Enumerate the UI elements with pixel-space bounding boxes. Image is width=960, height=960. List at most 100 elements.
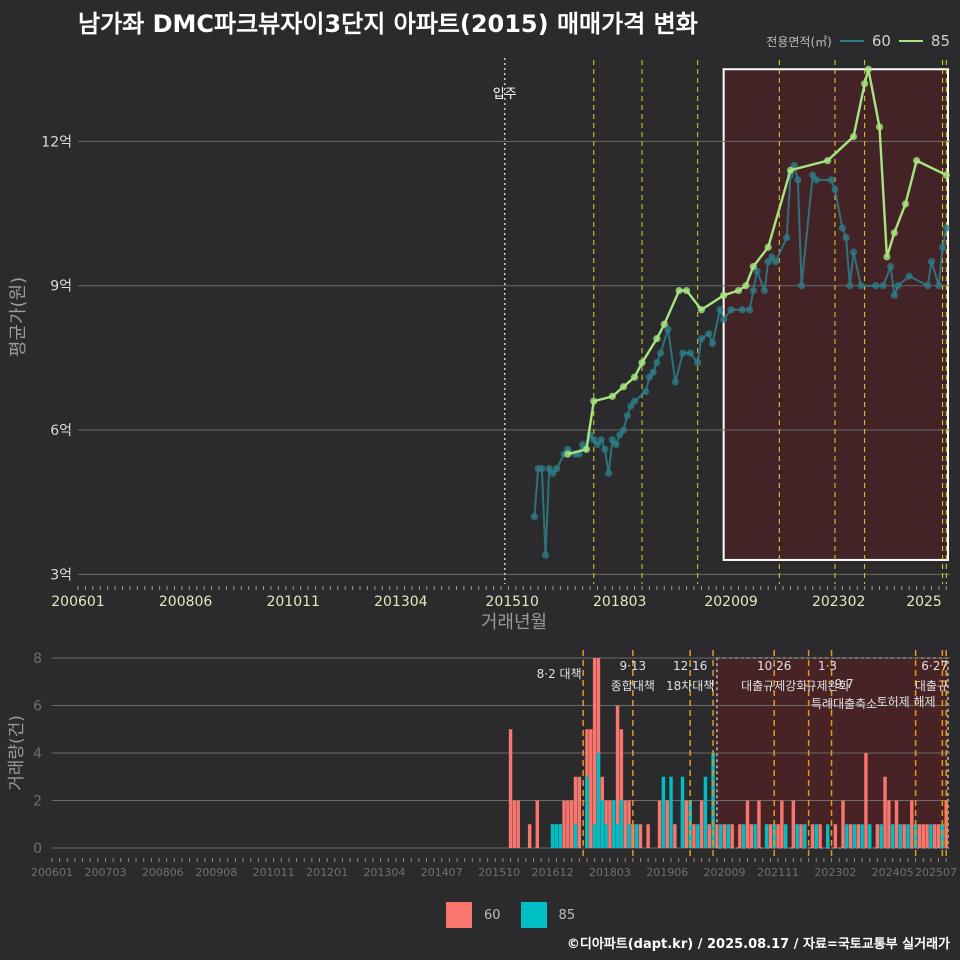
volume-bar-60 [562,800,566,848]
volume-y-tick: 4 [33,746,42,762]
volume-bar-60 [535,800,540,848]
data-point-85 [582,445,590,453]
data-point-60 [905,272,913,280]
volume-bar-85 [669,776,673,848]
volume-bar-60 [715,824,719,848]
volume-bar-85 [913,824,918,848]
volume-bar-60 [589,729,593,848]
volume-bar-60 [780,800,784,848]
volume-bar-60 [936,824,941,848]
data-point-60 [890,291,898,299]
volume-bar-85 [879,824,883,848]
x-tick-label: 202009 [704,594,757,610]
policy-annotation: 12·16 [673,659,707,673]
data-point-60 [879,282,887,290]
x-axis-title: 거래년월 [481,612,547,633]
volume-bar-60 [577,776,582,848]
data-point-60 [642,387,650,396]
data-point-85 [619,383,628,391]
policy-annotation: 9·7 [835,677,854,691]
volume-x-tick-label: 201201 [306,866,348,879]
volume-x-tick-label: 201407 [421,866,463,879]
volume-bar-60 [894,800,899,848]
data-point-60 [938,243,947,251]
legend-label-60: 60 [871,32,891,50]
volume-bar-60 [684,800,689,848]
volume-bar-60 [638,824,643,848]
policy-annotation: 18차대책 [666,678,714,693]
legend-swatch-85 [898,40,923,42]
data-point-85 [861,80,869,88]
volume-bar-60 [608,800,612,848]
volume-bar-60 [757,800,761,848]
volume-x-tick-label: 200601 [31,866,73,879]
price-line-chart: 3억 6억 9억 12억 200601 200806 201011 201304 201510 2… [8,58,950,633]
volume-bar-85 [764,824,769,848]
policy-annotation: 8·2 대책 [537,666,582,681]
volume-bar-85 [719,824,723,848]
legend-box-85 [520,902,547,928]
y-tick-label: 9억 [50,279,72,295]
volume-bar-85 [550,824,555,848]
policy-annotation: 종합대책 [611,678,655,693]
data-point-85 [675,286,683,295]
data-point-60 [857,282,865,290]
x-tick-label: 201510 [485,594,538,610]
data-point-60 [727,306,735,314]
volume-y-tick: 6 [33,699,42,715]
volume-bar-60 [722,824,727,848]
volume-bar-85 [772,824,776,848]
data-point-60 [838,224,846,232]
data-point-60 [942,224,950,232]
volume-bar-60 [516,800,520,848]
volume-bar-60 [883,776,887,848]
y-axis-title: 평균가(원) [8,277,29,357]
volume-bar-60 [833,824,838,848]
data-point-85 [786,166,795,174]
volume-x-tick-label: 201803 [589,866,631,879]
volume-bar-60 [631,824,635,848]
volume-bar-60 [768,824,773,848]
volume-x-tick-label: 201011 [253,866,295,879]
data-point-85 [590,397,598,405]
data-point-60 [653,359,661,367]
volume-bar-85 [703,776,708,848]
volume-bar-85 [852,824,857,848]
x-tick-label: 201803 [593,594,646,610]
x-tick-label: 200601 [51,594,104,610]
data-point-60 [612,440,620,449]
move-in-label: 입주 [493,87,517,102]
data-point-60 [831,185,839,194]
data-point-85 [864,65,872,73]
x-tick-label: 200806 [159,594,213,610]
data-point-60 [772,258,780,266]
data-point-85 [749,262,757,271]
data-point-60 [630,397,639,405]
policy-annotation: 규제완화 [805,679,849,693]
data-point-60 [935,282,943,290]
volume-bar-60 [749,824,754,848]
volume-bar-85 [803,824,807,848]
y-tick-label: 3억 [50,567,72,583]
data-point-60 [623,412,631,420]
volume-bar-60 [623,800,627,848]
volume-bar-60 [569,800,574,848]
data-point-85 [697,306,705,314]
data-point-60 [846,282,854,290]
policy-annotation: 9·13 [619,659,646,673]
volume-x-tick-label: 201906 [646,866,688,879]
x-tick-label: 202302 [812,594,865,610]
volume-bar-60 [902,824,906,848]
data-point-60 [849,248,858,256]
volume-bar-85 [619,800,624,848]
chart-title: 남가좌 DMC파크뷰자이3단지 아파트(2015) 매매가격 변화 [78,10,698,38]
data-point-60 [927,258,936,266]
data-point-60 [797,282,806,290]
volume-bar-60 [921,824,925,848]
data-point-85 [653,335,661,343]
volume-bar-85 [906,824,910,848]
volume-x-tick-label: 202405 [872,866,914,879]
volume-bar-85 [795,824,799,848]
volume-bar-85 [898,824,903,848]
data-point-60 [827,176,835,184]
